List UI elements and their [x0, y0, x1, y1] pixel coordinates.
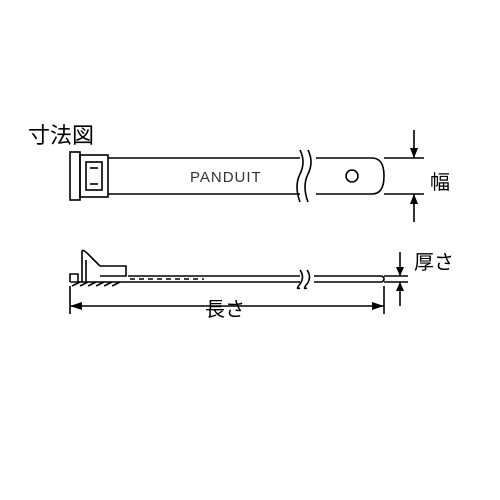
dimension-drawing — [0, 0, 500, 500]
